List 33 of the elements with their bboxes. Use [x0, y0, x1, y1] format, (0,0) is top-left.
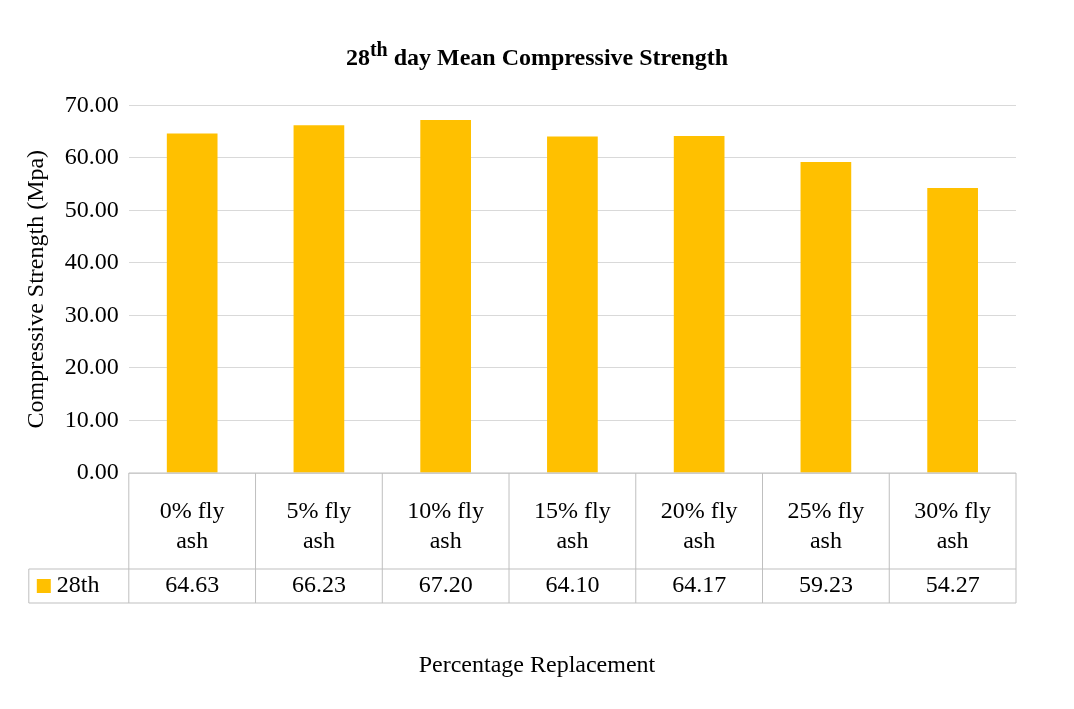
bar: [166, 133, 218, 473]
x-tick-label: 20% fly ash: [660, 497, 738, 554]
bar: [293, 125, 345, 473]
bar: [547, 136, 598, 473]
y-tick-label: 70.00: [64, 90, 119, 117]
y-tick-label: 0.00: [76, 458, 119, 485]
bar: [420, 120, 472, 473]
x-tick-label: 5% fly ash: [286, 497, 352, 554]
x-tick-label: 25% fly ash: [787, 497, 865, 554]
y-tick-label: 10.00: [64, 405, 119, 432]
legend-label: 28th: [56, 571, 100, 598]
data-label: 66.23: [291, 571, 346, 598]
x-tick-label: 30% fly ash: [914, 497, 991, 554]
chart-title: 28$^{th}$ day Mean Compressive Strength: [344, 37, 730, 72]
x-axis-title: Percentage Replacement: [417, 650, 657, 678]
data-label: 67.20: [418, 571, 473, 598]
bar: [800, 161, 852, 473]
bar: [673, 136, 725, 473]
y-tick-label: 40.00: [64, 248, 119, 275]
data-label: 64.17: [672, 571, 727, 598]
y-tick-label: 50.00: [64, 195, 119, 222]
bar: [927, 188, 978, 473]
x-tick-label: 10% fly ash: [407, 497, 484, 554]
data-label: 59.23: [798, 571, 853, 598]
y-tick-label: 20.00: [64, 353, 119, 380]
x-tick-label: 15% fly ash: [534, 497, 611, 554]
data-label: 54.27: [925, 571, 980, 598]
y-tick-label: 30.00: [64, 300, 119, 327]
x-tick-label: 0% fly ash: [159, 497, 225, 554]
data-label: 64.63: [165, 571, 220, 598]
y-axis-title: Compressive Strength (Mpa): [21, 149, 48, 429]
y-tick-label: 60.00: [64, 143, 119, 170]
data-label: 64.10: [545, 571, 600, 598]
